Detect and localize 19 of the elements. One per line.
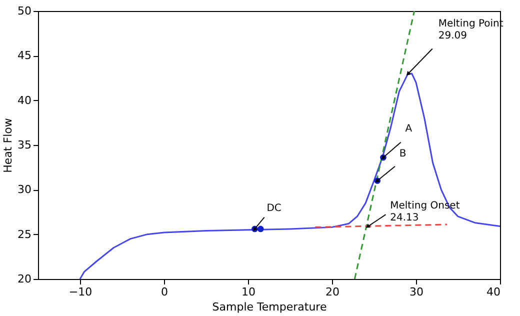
x-axis-title: Sample Temperature — [212, 300, 327, 314]
y-tick-label: 30 — [18, 183, 32, 196]
y-tick-label: 35 — [18, 138, 32, 152]
y-tick-label: 50 — [18, 4, 32, 18]
y-tick-label: 20 — [18, 272, 32, 286]
annotation: A — [405, 124, 412, 135]
x-tick-label: 20 — [326, 286, 340, 298]
x-tick-label: 40 — [486, 286, 500, 298]
x-tick-label: 10 — [242, 286, 256, 298]
y-tick-label: 25 — [18, 228, 32, 241]
y-tick-label: 40 — [18, 94, 32, 107]
y-tick-label: 45 — [18, 49, 32, 62]
x-tick-label: −10 — [68, 286, 92, 298]
x-tick-label: 0 — [161, 286, 168, 298]
annotation: B — [399, 148, 406, 160]
y-axis-title: Heat Flow — [2, 118, 15, 173]
annotation: DC — [266, 202, 282, 214]
point — [257, 226, 264, 232]
x-tick-label: 30 — [410, 286, 424, 298]
